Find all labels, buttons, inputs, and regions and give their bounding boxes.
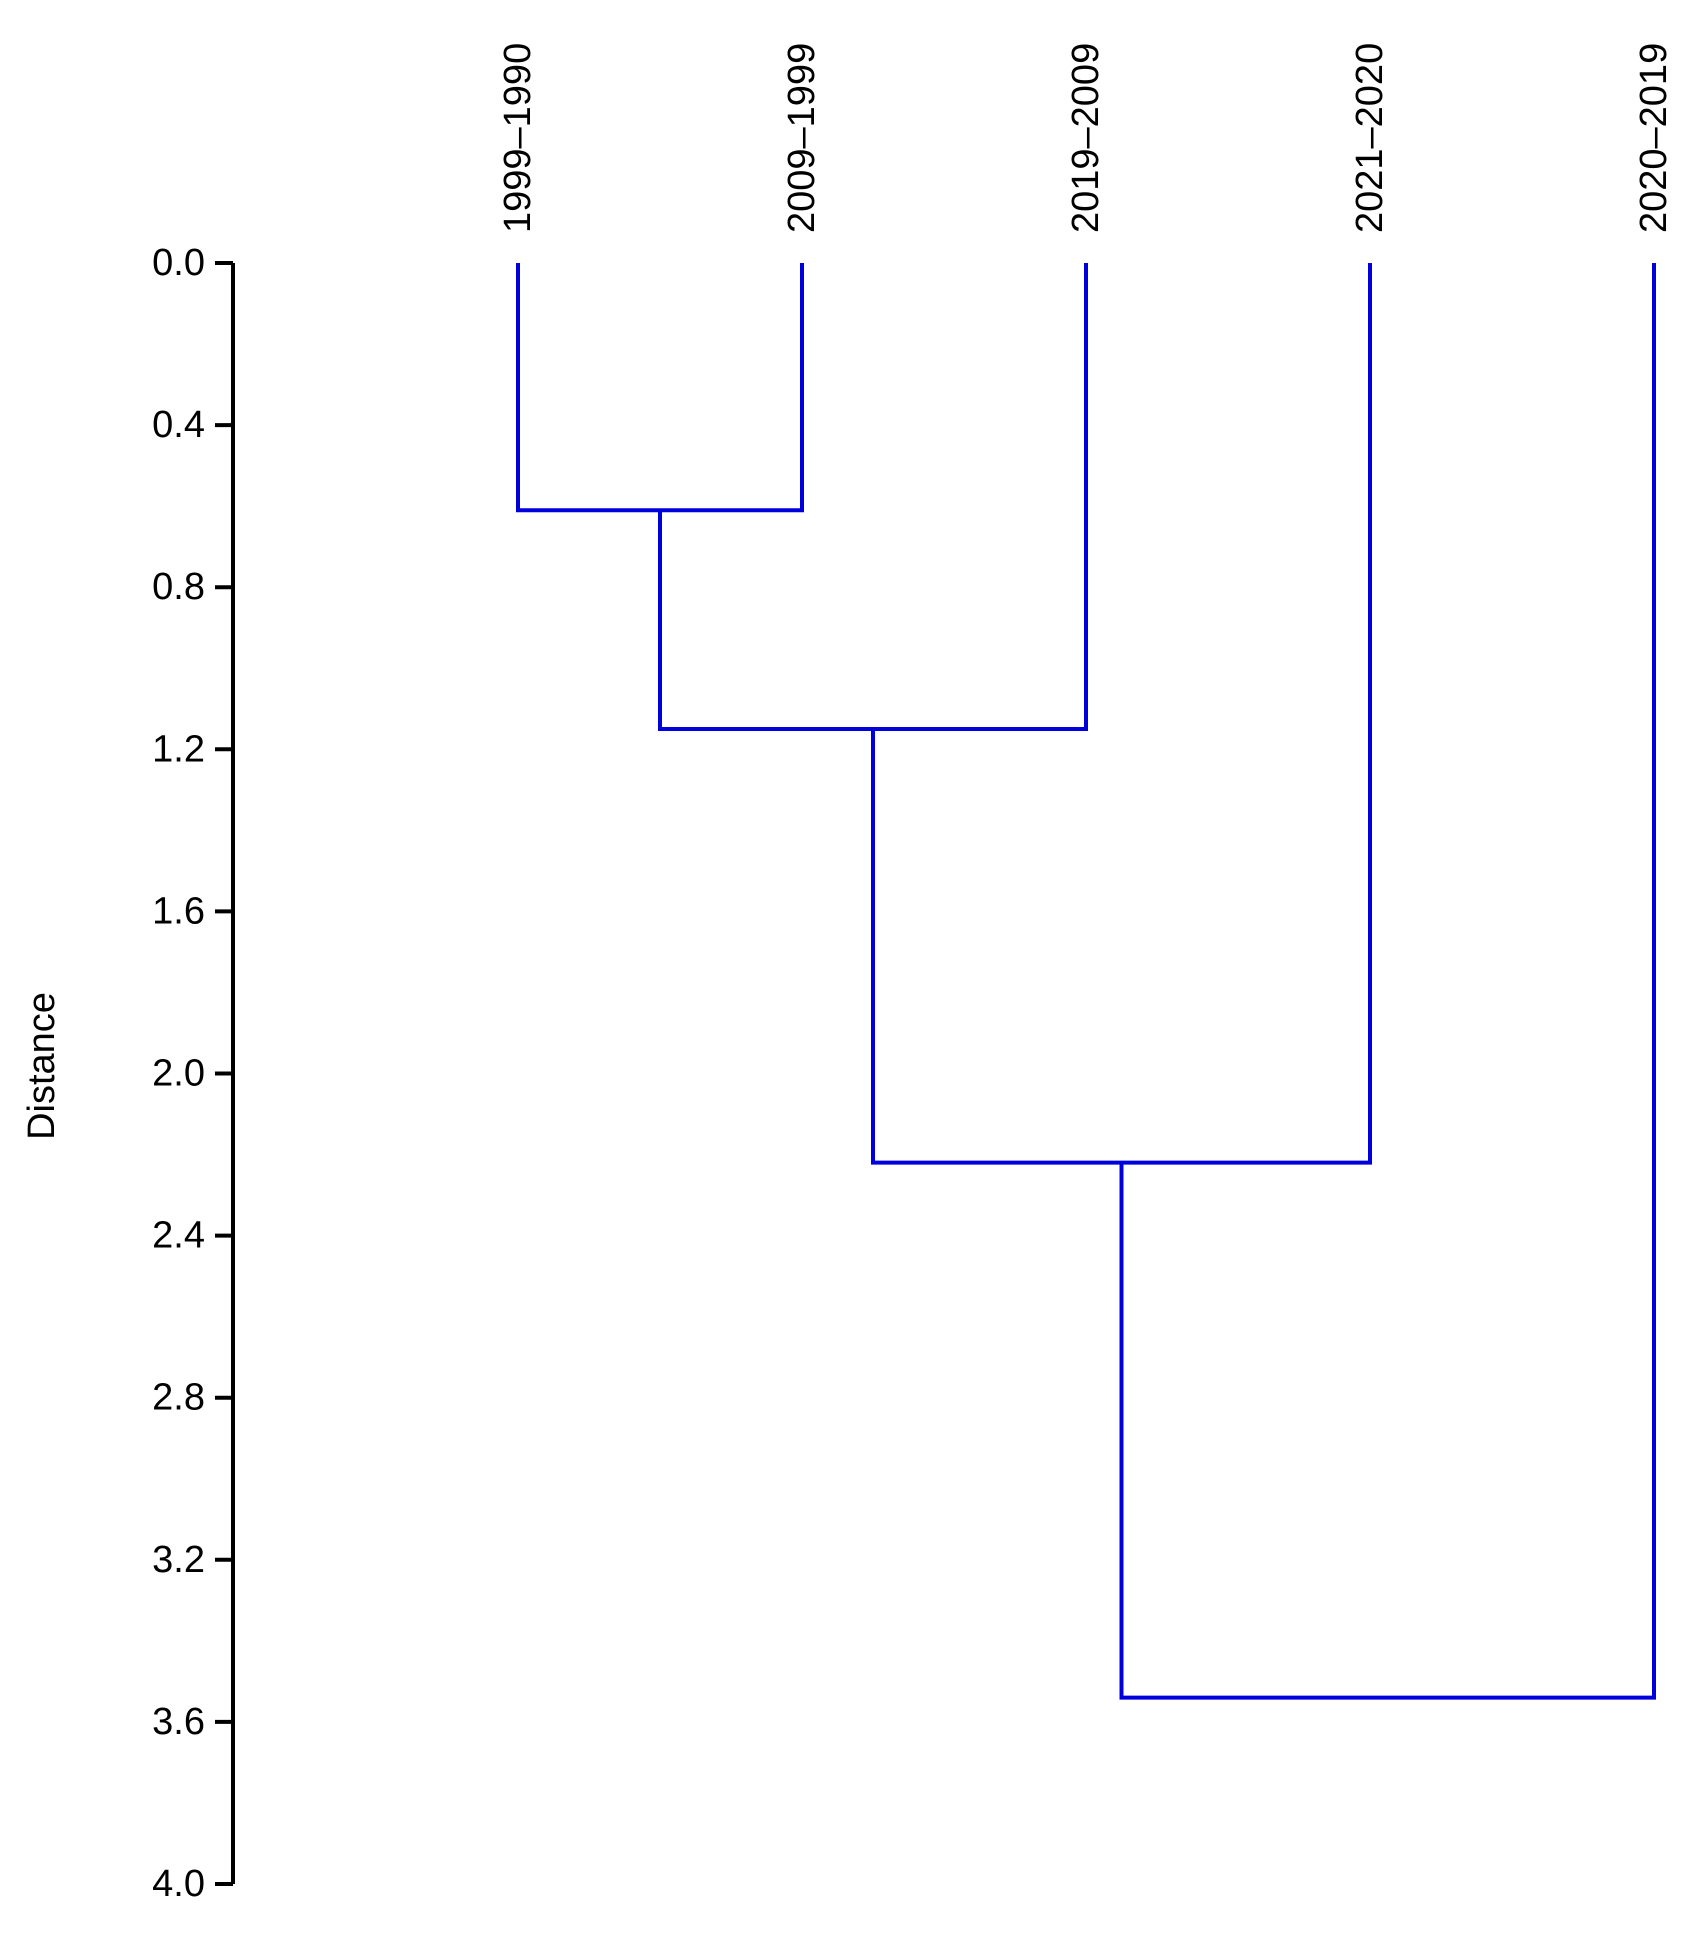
y-tick-label: 4.0 [152,1863,205,1905]
dendrogram-branches [516,263,1656,1700]
leaf-labels: 1999–1990 2009–1999 2019–2009 2021–2020 2020… [497,43,1675,233]
leaf-label: 1999–1990 [497,43,539,233]
y-tick-label: 1.6 [152,890,205,932]
y-axis-title: Distance [21,992,63,1140]
leaf-label: 2019–2009 [1065,43,1107,233]
y-tick-label: 0.4 [152,404,205,446]
y-axis-ticks: 0.0 0.4 0.8 1.2 1.6 2.0 2.4 2.8 3.2 3.6 4.0 [152,242,233,1905]
leaf-label: 2009–1999 [781,43,823,233]
y-tick-label: 0.8 [152,566,205,608]
y-tick-label: 2.0 [152,1053,205,1095]
y-tick-label: 2.4 [152,1215,205,1257]
y-tick-label: 3.2 [152,1539,205,1581]
y-tick-label: 2.8 [152,1377,205,1419]
y-tick-label: 0.0 [152,242,205,284]
y-tick-label: 1.2 [152,728,205,770]
leaf-label: 2021–2020 [1349,43,1391,233]
leaf-label: 2020–2019 [1633,43,1675,233]
y-tick-label: 3.6 [152,1701,205,1743]
